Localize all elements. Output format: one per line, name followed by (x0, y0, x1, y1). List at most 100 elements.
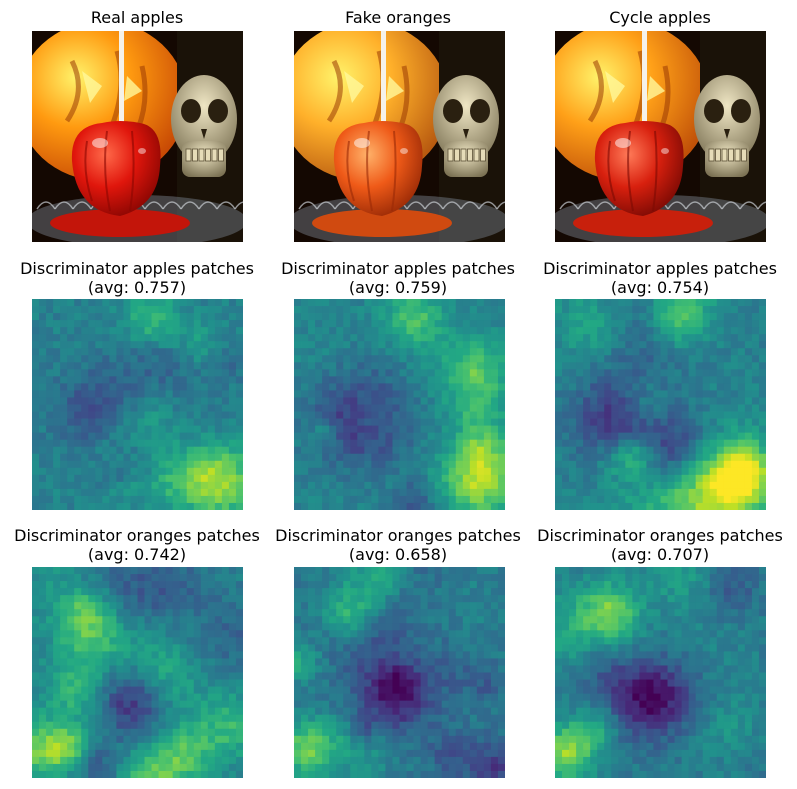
patch-cell (420, 756, 429, 765)
patch-cell (483, 376, 492, 384)
patch-cell (723, 299, 732, 307)
patch-cell (88, 404, 96, 412)
patch-cell (497, 714, 505, 723)
patch-cell (604, 418, 612, 426)
patch-cell (109, 700, 117, 709)
patch-cell (632, 299, 640, 307)
patch-cell (385, 609, 393, 617)
patch-cell (406, 313, 414, 321)
patch-cell (611, 460, 619, 469)
patch-cell (235, 609, 243, 617)
patch-cell (399, 355, 407, 363)
patch-cell (32, 665, 40, 673)
patch-cell (611, 665, 619, 673)
patch-cell (751, 467, 760, 476)
patch-cell (39, 630, 47, 638)
patch-cell (179, 672, 188, 680)
patch-cell (235, 651, 243, 659)
patch-cell (158, 460, 167, 469)
patch-cell (455, 432, 464, 441)
patch-cell (625, 411, 633, 419)
patch-cell (392, 404, 400, 412)
patch-cell (329, 355, 337, 363)
patch-cell (385, 770, 393, 778)
patch-cell (343, 439, 351, 448)
patch-cell (322, 376, 330, 384)
patch-cell (751, 383, 760, 391)
patch-cell (130, 460, 138, 469)
patch-cell (413, 567, 421, 575)
patch-cell (322, 770, 330, 778)
patch-cell (497, 756, 505, 765)
patch-cell (497, 644, 505, 652)
patch-cell (371, 581, 379, 589)
patch-cell (130, 425, 138, 434)
patch-cell (32, 700, 40, 709)
patch-cell (343, 425, 351, 434)
patch-cell (172, 460, 181, 469)
patch-cell (67, 742, 75, 751)
patch-cell (751, 432, 760, 441)
patch-cell (235, 306, 243, 314)
patch-cell (308, 637, 316, 645)
patch-cell (179, 637, 188, 645)
patch-cell (53, 488, 61, 497)
patch-cell (483, 679, 492, 687)
patch-cell (301, 362, 309, 370)
patch-cell (165, 735, 174, 744)
patch-cell (88, 488, 96, 497)
patch-cell (427, 425, 436, 434)
patch-cell (462, 495, 471, 504)
patch-cell (95, 714, 103, 723)
patch-cell (695, 488, 704, 497)
patch-cell (497, 327, 505, 335)
patch-cell (632, 439, 640, 448)
patch-cell (200, 658, 209, 666)
patch-cell (186, 397, 195, 405)
patch-cell (102, 595, 110, 603)
patch-cell (308, 320, 316, 328)
patch-cell (179, 616, 188, 624)
patch-cell (483, 411, 492, 419)
patch-cell (413, 327, 421, 335)
patch-cell (406, 595, 414, 603)
patch-cell (483, 418, 492, 426)
patch-cell (193, 574, 202, 582)
patch-cell (413, 369, 421, 377)
patch-cell (172, 299, 181, 307)
patch-cell (702, 432, 711, 441)
patch-cell (74, 355, 82, 363)
patch-cell (32, 369, 40, 377)
patch-cell (308, 735, 316, 744)
patch-cell (137, 425, 145, 434)
patch-cell (702, 658, 711, 666)
patch-cell (751, 446, 760, 455)
patch-cell (88, 446, 96, 455)
patch-cell (702, 630, 711, 638)
patch-cell (165, 320, 174, 328)
patch-cell (158, 665, 167, 673)
patch-cell (179, 770, 188, 778)
patch-cell (632, 432, 640, 441)
patch-cell (758, 665, 766, 673)
patch-cell (632, 588, 640, 596)
patch-cell (392, 432, 400, 441)
patch-cell (137, 397, 145, 405)
patch-cell (39, 700, 47, 709)
patch-cell (385, 502, 393, 510)
patch-cell (420, 728, 429, 737)
patch-cell (228, 658, 237, 666)
patch-cell (744, 432, 753, 441)
patch-cell (371, 665, 379, 673)
patch-cell (137, 735, 145, 744)
patch-cell (235, 623, 243, 631)
patch-cell (329, 574, 337, 582)
patch-cell (611, 313, 619, 321)
patch-cell (660, 334, 668, 342)
patch-cell (730, 390, 739, 398)
patch-cell (186, 488, 195, 497)
patch-cell (207, 369, 216, 377)
patch-cell (434, 595, 443, 603)
patch-cell (660, 327, 668, 335)
patch-cell (483, 700, 492, 709)
